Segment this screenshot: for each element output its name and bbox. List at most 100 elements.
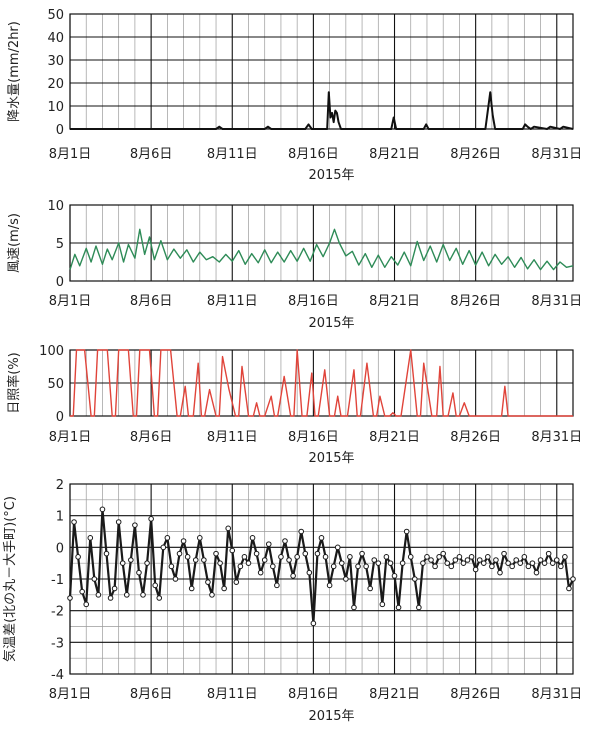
data-point xyxy=(537,557,544,563)
data-point xyxy=(221,585,227,592)
data-point xyxy=(282,538,288,544)
data-point xyxy=(416,604,422,611)
x-axis-title: 2015年 xyxy=(308,451,354,466)
x-tick-label: 8月26日 xyxy=(450,294,501,309)
y-tick-label: 40 xyxy=(47,31,64,46)
data-point xyxy=(407,554,414,560)
data-point xyxy=(468,554,475,560)
plot-frame xyxy=(69,349,574,417)
data-point xyxy=(330,563,337,570)
data-point xyxy=(562,554,568,560)
data-point xyxy=(338,560,345,566)
data-point xyxy=(257,569,264,576)
data-point xyxy=(424,554,430,560)
x-tick-label: 8月11日 xyxy=(207,294,258,309)
x-tick-label: 8月1日 xyxy=(49,430,92,445)
data-point xyxy=(128,557,134,563)
x-tick-label: 8月16日 xyxy=(288,430,339,445)
data-point xyxy=(505,560,511,566)
data-point xyxy=(302,550,309,557)
data-point xyxy=(517,560,524,566)
data-point xyxy=(103,550,110,557)
data-point xyxy=(428,557,434,563)
x-tick-label: 8月21日 xyxy=(369,294,420,309)
series-line xyxy=(70,349,573,417)
data-point xyxy=(476,557,483,563)
data-point xyxy=(566,585,572,592)
data-point xyxy=(541,560,548,566)
data-point xyxy=(359,550,365,557)
chart-panel-1: 0 10 20 30 40 50 8月1日 8月6日 8月11日 8月16日 8月21日 8月26日 8… xyxy=(7,8,582,183)
x-tick-label: 8月6日 xyxy=(130,294,173,309)
data-point xyxy=(119,560,126,566)
data-point xyxy=(379,601,386,608)
data-point xyxy=(265,541,272,547)
y-axis-title: 風速(m/s) xyxy=(7,213,22,273)
x-tick-label: 8月21日 xyxy=(369,147,420,162)
data-point xyxy=(529,560,536,566)
data-point xyxy=(420,560,426,566)
data-point xyxy=(472,566,479,573)
data-point xyxy=(553,557,560,563)
x-tick-label: 8月31日 xyxy=(531,294,582,309)
data-point xyxy=(318,535,325,541)
data-point xyxy=(489,563,495,570)
data-point xyxy=(444,560,451,566)
y-axis-title: 降水量(mm/2hr) xyxy=(7,21,22,122)
plot-frame xyxy=(69,204,574,282)
x-tick-label: 8月6日 xyxy=(130,147,173,162)
data-point xyxy=(545,550,552,557)
data-point xyxy=(399,560,406,566)
series-line xyxy=(69,228,574,271)
data-point xyxy=(144,560,150,566)
data-point xyxy=(95,592,102,598)
plot-frame xyxy=(69,13,574,130)
data-point xyxy=(160,544,167,551)
data-point xyxy=(355,563,361,570)
y-tick-label: -4 xyxy=(51,668,64,683)
y-tick-label: 30 xyxy=(47,54,64,69)
data-point xyxy=(395,604,402,611)
y-tick-label: 10 xyxy=(47,199,64,214)
y-tick-label: 100 xyxy=(39,344,64,359)
data-point xyxy=(136,569,142,576)
data-point xyxy=(448,563,455,570)
data-point xyxy=(440,550,446,557)
x-tick-label: 8月21日 xyxy=(369,430,420,445)
data-point xyxy=(391,573,398,579)
data-point xyxy=(403,528,410,535)
data-point xyxy=(497,569,503,576)
data-point xyxy=(241,554,248,560)
x-tick-label: 8月11日 xyxy=(207,687,258,702)
y-axis-title: 日照率(%) xyxy=(6,352,22,414)
data-point xyxy=(387,560,394,566)
data-point xyxy=(290,573,296,579)
x-tick-label: 8月16日 xyxy=(288,294,339,309)
data-point xyxy=(525,563,532,570)
data-point xyxy=(111,585,118,592)
x-tick-label: 8月6日 xyxy=(130,687,173,702)
data-point xyxy=(570,576,576,582)
data-point xyxy=(314,550,321,557)
data-point xyxy=(152,582,158,589)
data-point xyxy=(326,582,333,589)
data-point xyxy=(67,595,73,601)
data-point xyxy=(334,544,341,551)
data-point xyxy=(180,538,187,544)
series-line xyxy=(70,91,574,130)
data-point xyxy=(509,563,515,570)
data-point xyxy=(123,592,130,598)
data-point xyxy=(249,535,256,541)
x-axis-title: 2015年 xyxy=(308,709,354,724)
data-point xyxy=(371,557,378,563)
data-point xyxy=(205,579,211,585)
data-point xyxy=(456,554,463,560)
x-tick-label: 8月31日 xyxy=(531,147,582,162)
y-axis-title: 気温差(北の丸－大手町)(°C) xyxy=(2,496,18,662)
data-point xyxy=(79,588,85,595)
data-point xyxy=(99,506,106,513)
x-tick-label: 8月21日 xyxy=(369,687,420,702)
x-tick-label: 8月1日 xyxy=(49,147,92,162)
data-point xyxy=(351,604,357,611)
data-point xyxy=(132,522,138,528)
